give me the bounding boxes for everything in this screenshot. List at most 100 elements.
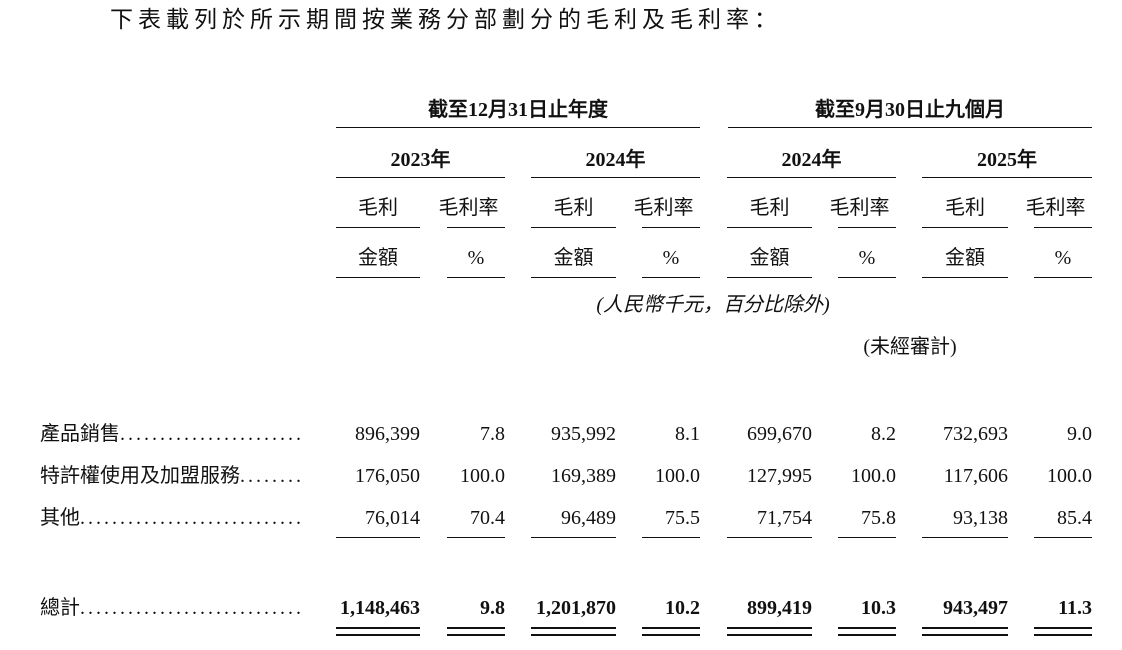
sub-header: 毛利 bbox=[358, 197, 398, 219]
row-label-text: 其他 bbox=[40, 507, 80, 529]
group-header: 截至9月30日止九個月 bbox=[815, 99, 1005, 121]
sub-rule bbox=[1034, 227, 1092, 228]
year-rule bbox=[727, 177, 896, 178]
table-cell: 76,014 bbox=[365, 507, 420, 529]
sub-rule bbox=[336, 277, 420, 278]
sub-header: 毛利 bbox=[553, 197, 594, 219]
table-cell: 100.0 bbox=[655, 465, 700, 487]
total-rule bbox=[531, 634, 616, 636]
total-rule bbox=[336, 634, 420, 636]
table-cell: 96,489 bbox=[561, 507, 616, 529]
table-cell: 127,995 bbox=[747, 465, 812, 487]
year-header: 2024年 bbox=[781, 149, 842, 171]
subtotal-rule bbox=[447, 537, 505, 538]
group-header: 截至12月31日止年度 bbox=[428, 99, 608, 121]
intro-text: 下表載列於所示期間按業務分部劃分的毛利及毛利率： bbox=[110, 7, 782, 32]
sub-rule bbox=[838, 227, 896, 228]
total-rule bbox=[447, 634, 505, 636]
table-cell: 1,201,870 bbox=[536, 597, 616, 619]
sub-header: % bbox=[858, 247, 876, 269]
sub-rule bbox=[447, 277, 505, 278]
subtotal-rule bbox=[1034, 537, 1092, 538]
table-cell: 10.3 bbox=[861, 597, 896, 619]
year-header: 2024年 bbox=[585, 149, 646, 171]
table-cell: 71,754 bbox=[757, 507, 812, 529]
table-cell: 9.8 bbox=[480, 597, 505, 619]
sub-rule bbox=[447, 227, 505, 228]
sub-rule bbox=[922, 227, 1008, 228]
sub-rule bbox=[531, 227, 616, 228]
table-cell: 943,497 bbox=[943, 597, 1008, 619]
sub-rule bbox=[838, 277, 896, 278]
table-cell: 100.0 bbox=[460, 465, 505, 487]
table-cell: 85.4 bbox=[1057, 507, 1092, 529]
sub-rule bbox=[336, 227, 420, 228]
sub-rule bbox=[531, 277, 616, 278]
sub-header: 毛利率 bbox=[438, 197, 499, 219]
table-cell: 10.2 bbox=[665, 597, 700, 619]
total-rule bbox=[922, 634, 1008, 636]
total-rule bbox=[642, 627, 700, 629]
table-cell: 699,670 bbox=[747, 423, 812, 445]
sub-header: 金額 bbox=[358, 247, 398, 269]
table-cell: 117,606 bbox=[943, 465, 1008, 487]
unit-note: (人民幣千元，百分比除外) bbox=[596, 294, 830, 316]
total-rule bbox=[922, 627, 1008, 629]
sub-rule bbox=[922, 277, 1008, 278]
sub-header: 金額 bbox=[945, 247, 985, 269]
row-label: 產品銷售 bbox=[40, 422, 302, 446]
year-rule bbox=[336, 177, 505, 178]
table-cell: 70.4 bbox=[470, 507, 505, 529]
subtotal-rule bbox=[838, 537, 896, 538]
table-cell: 75.8 bbox=[861, 507, 896, 529]
table-cell: 93,138 bbox=[953, 507, 1008, 529]
sub-header: % bbox=[467, 247, 485, 269]
subtotal-rule bbox=[531, 537, 616, 538]
sub-rule bbox=[727, 277, 812, 278]
year-rule bbox=[922, 177, 1092, 178]
table-cell: 11.3 bbox=[1058, 597, 1092, 619]
sub-header: 毛利 bbox=[749, 197, 790, 219]
table-cell: 100.0 bbox=[851, 465, 896, 487]
total-rule bbox=[531, 627, 616, 629]
table-cell: 8.2 bbox=[871, 423, 896, 445]
group-rule bbox=[728, 127, 1092, 128]
row-label: 特許權使用及加盟服務 bbox=[40, 464, 302, 488]
row-label-text: 特許權使用及加盟服務 bbox=[40, 465, 240, 487]
group-rule bbox=[336, 127, 700, 128]
year-header: 2025年 bbox=[977, 149, 1037, 171]
total-rule bbox=[336, 627, 420, 629]
table-cell: 8.1 bbox=[675, 423, 700, 445]
subtotal-rule bbox=[642, 537, 700, 538]
table-cell: 1,148,463 bbox=[340, 597, 420, 619]
table-cell: 899,419 bbox=[747, 597, 812, 619]
table-cell: 9.0 bbox=[1067, 423, 1092, 445]
audit-note: (未經審計) bbox=[863, 336, 957, 358]
sub-header: 毛利率 bbox=[633, 197, 694, 219]
sub-header: 毛利率 bbox=[1025, 197, 1086, 219]
sub-header: 金額 bbox=[749, 247, 790, 269]
total-rule bbox=[727, 634, 812, 636]
row-label-text: 總計 bbox=[40, 597, 80, 619]
table-cell: 100.0 bbox=[1047, 465, 1092, 487]
sub-header: % bbox=[1054, 247, 1072, 269]
subtotal-rule bbox=[922, 537, 1008, 538]
row-label: 總計 bbox=[40, 596, 302, 620]
total-rule bbox=[1034, 634, 1092, 636]
total-rule bbox=[1034, 627, 1092, 629]
sub-rule bbox=[1034, 277, 1092, 278]
total-rule bbox=[447, 627, 505, 629]
year-rule bbox=[531, 177, 700, 178]
table-cell: 935,992 bbox=[551, 423, 616, 445]
sub-header: 金額 bbox=[553, 247, 594, 269]
table-cell: 169,389 bbox=[551, 465, 616, 487]
subtotal-rule bbox=[336, 537, 420, 538]
sub-header: 毛利 bbox=[945, 197, 985, 219]
sub-header: 毛利率 bbox=[829, 197, 890, 219]
subtotal-rule bbox=[727, 537, 812, 538]
sub-header: % bbox=[662, 247, 680, 269]
table-cell: 7.8 bbox=[480, 423, 505, 445]
row-label: 其他 bbox=[40, 506, 302, 530]
table-cell: 75.5 bbox=[665, 507, 700, 529]
